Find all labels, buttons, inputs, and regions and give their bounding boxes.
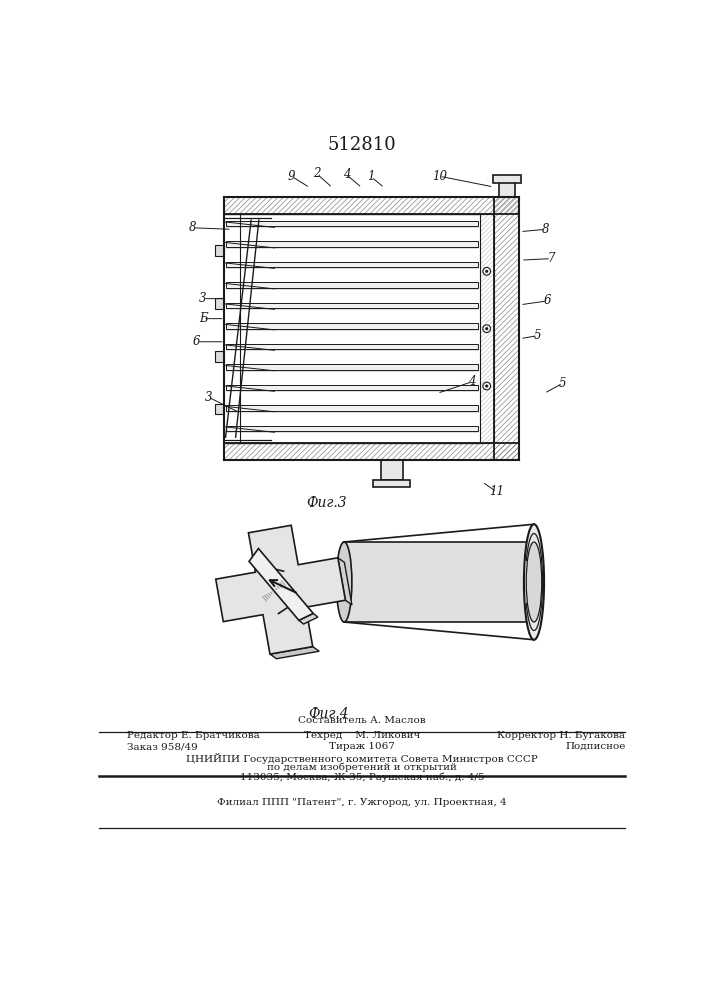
Text: Заказ 958/49: Заказ 958/49: [127, 742, 198, 751]
Ellipse shape: [524, 524, 544, 640]
Polygon shape: [499, 180, 515, 197]
Text: 3: 3: [199, 292, 207, 305]
Polygon shape: [226, 241, 478, 247]
Circle shape: [485, 384, 489, 388]
Text: 4: 4: [343, 168, 350, 181]
Text: Филиал ППП "Патент", г. Ужгород, ул. Проектная, 4: Филиал ППП "Патент", г. Ужгород, ул. Про…: [217, 798, 507, 807]
Text: 11: 11: [489, 485, 504, 498]
Text: 113035, Москва, Ж-35, Раушская наб., д. 4/5: 113035, Москва, Ж-35, Раушская наб., д. …: [240, 773, 484, 782]
Text: 1: 1: [368, 170, 375, 183]
Text: Тираж 1067: Тираж 1067: [329, 742, 395, 751]
Polygon shape: [215, 351, 224, 362]
Text: 2: 2: [313, 167, 321, 180]
Text: ЦНИЙПИ Государственного комитета Совета Министров СССР: ЦНИЙПИ Государственного комитета Совета …: [186, 753, 538, 764]
Polygon shape: [493, 175, 521, 183]
Polygon shape: [215, 298, 224, 309]
Polygon shape: [226, 426, 478, 431]
Text: 9: 9: [288, 170, 296, 183]
Text: 8: 8: [542, 223, 549, 236]
Text: Фиг.4: Фиг.4: [308, 707, 349, 721]
Polygon shape: [226, 364, 478, 370]
Text: Техред    М. Ликович: Техред М. Ликович: [304, 731, 420, 740]
Text: 5: 5: [559, 377, 566, 390]
Polygon shape: [215, 404, 224, 414]
Text: по делам изобретений и открытий: по делам изобретений и открытий: [267, 763, 457, 772]
Circle shape: [485, 327, 489, 330]
Circle shape: [485, 270, 489, 273]
Polygon shape: [373, 480, 411, 487]
Polygon shape: [344, 542, 534, 622]
Text: 3: 3: [205, 391, 212, 404]
Polygon shape: [226, 262, 478, 267]
Polygon shape: [215, 245, 224, 256]
Polygon shape: [226, 405, 478, 411]
Ellipse shape: [337, 542, 352, 622]
Text: 512810: 512810: [327, 136, 397, 154]
Text: 8: 8: [189, 221, 197, 234]
Text: 4: 4: [468, 375, 476, 388]
Polygon shape: [226, 344, 478, 349]
Text: 7: 7: [547, 252, 555, 265]
Text: Составитель А. Маслов: Составитель А. Маслов: [298, 716, 426, 725]
Polygon shape: [338, 558, 352, 605]
Text: 5: 5: [534, 329, 542, 342]
Text: 6: 6: [544, 294, 551, 307]
Text: 6: 6: [193, 335, 201, 348]
Text: Подписное: Подписное: [565, 742, 626, 751]
Polygon shape: [226, 221, 478, 226]
Polygon shape: [226, 282, 478, 288]
Polygon shape: [381, 460, 403, 480]
Ellipse shape: [526, 542, 542, 622]
Text: Фиг.3: Фиг.3: [306, 496, 346, 510]
Polygon shape: [216, 525, 346, 654]
Polygon shape: [299, 613, 318, 624]
Text: 10: 10: [432, 170, 447, 183]
Polygon shape: [226, 323, 478, 329]
Polygon shape: [226, 303, 478, 308]
Text: Редактор Е. Братчикова: Редактор Е. Братчикова: [127, 731, 260, 740]
Text: Б: Б: [199, 312, 207, 325]
Polygon shape: [226, 385, 478, 390]
Polygon shape: [270, 647, 320, 659]
Text: Корректор Н. Бугакова: Корректор Н. Бугакова: [498, 731, 626, 740]
Polygon shape: [249, 549, 313, 620]
